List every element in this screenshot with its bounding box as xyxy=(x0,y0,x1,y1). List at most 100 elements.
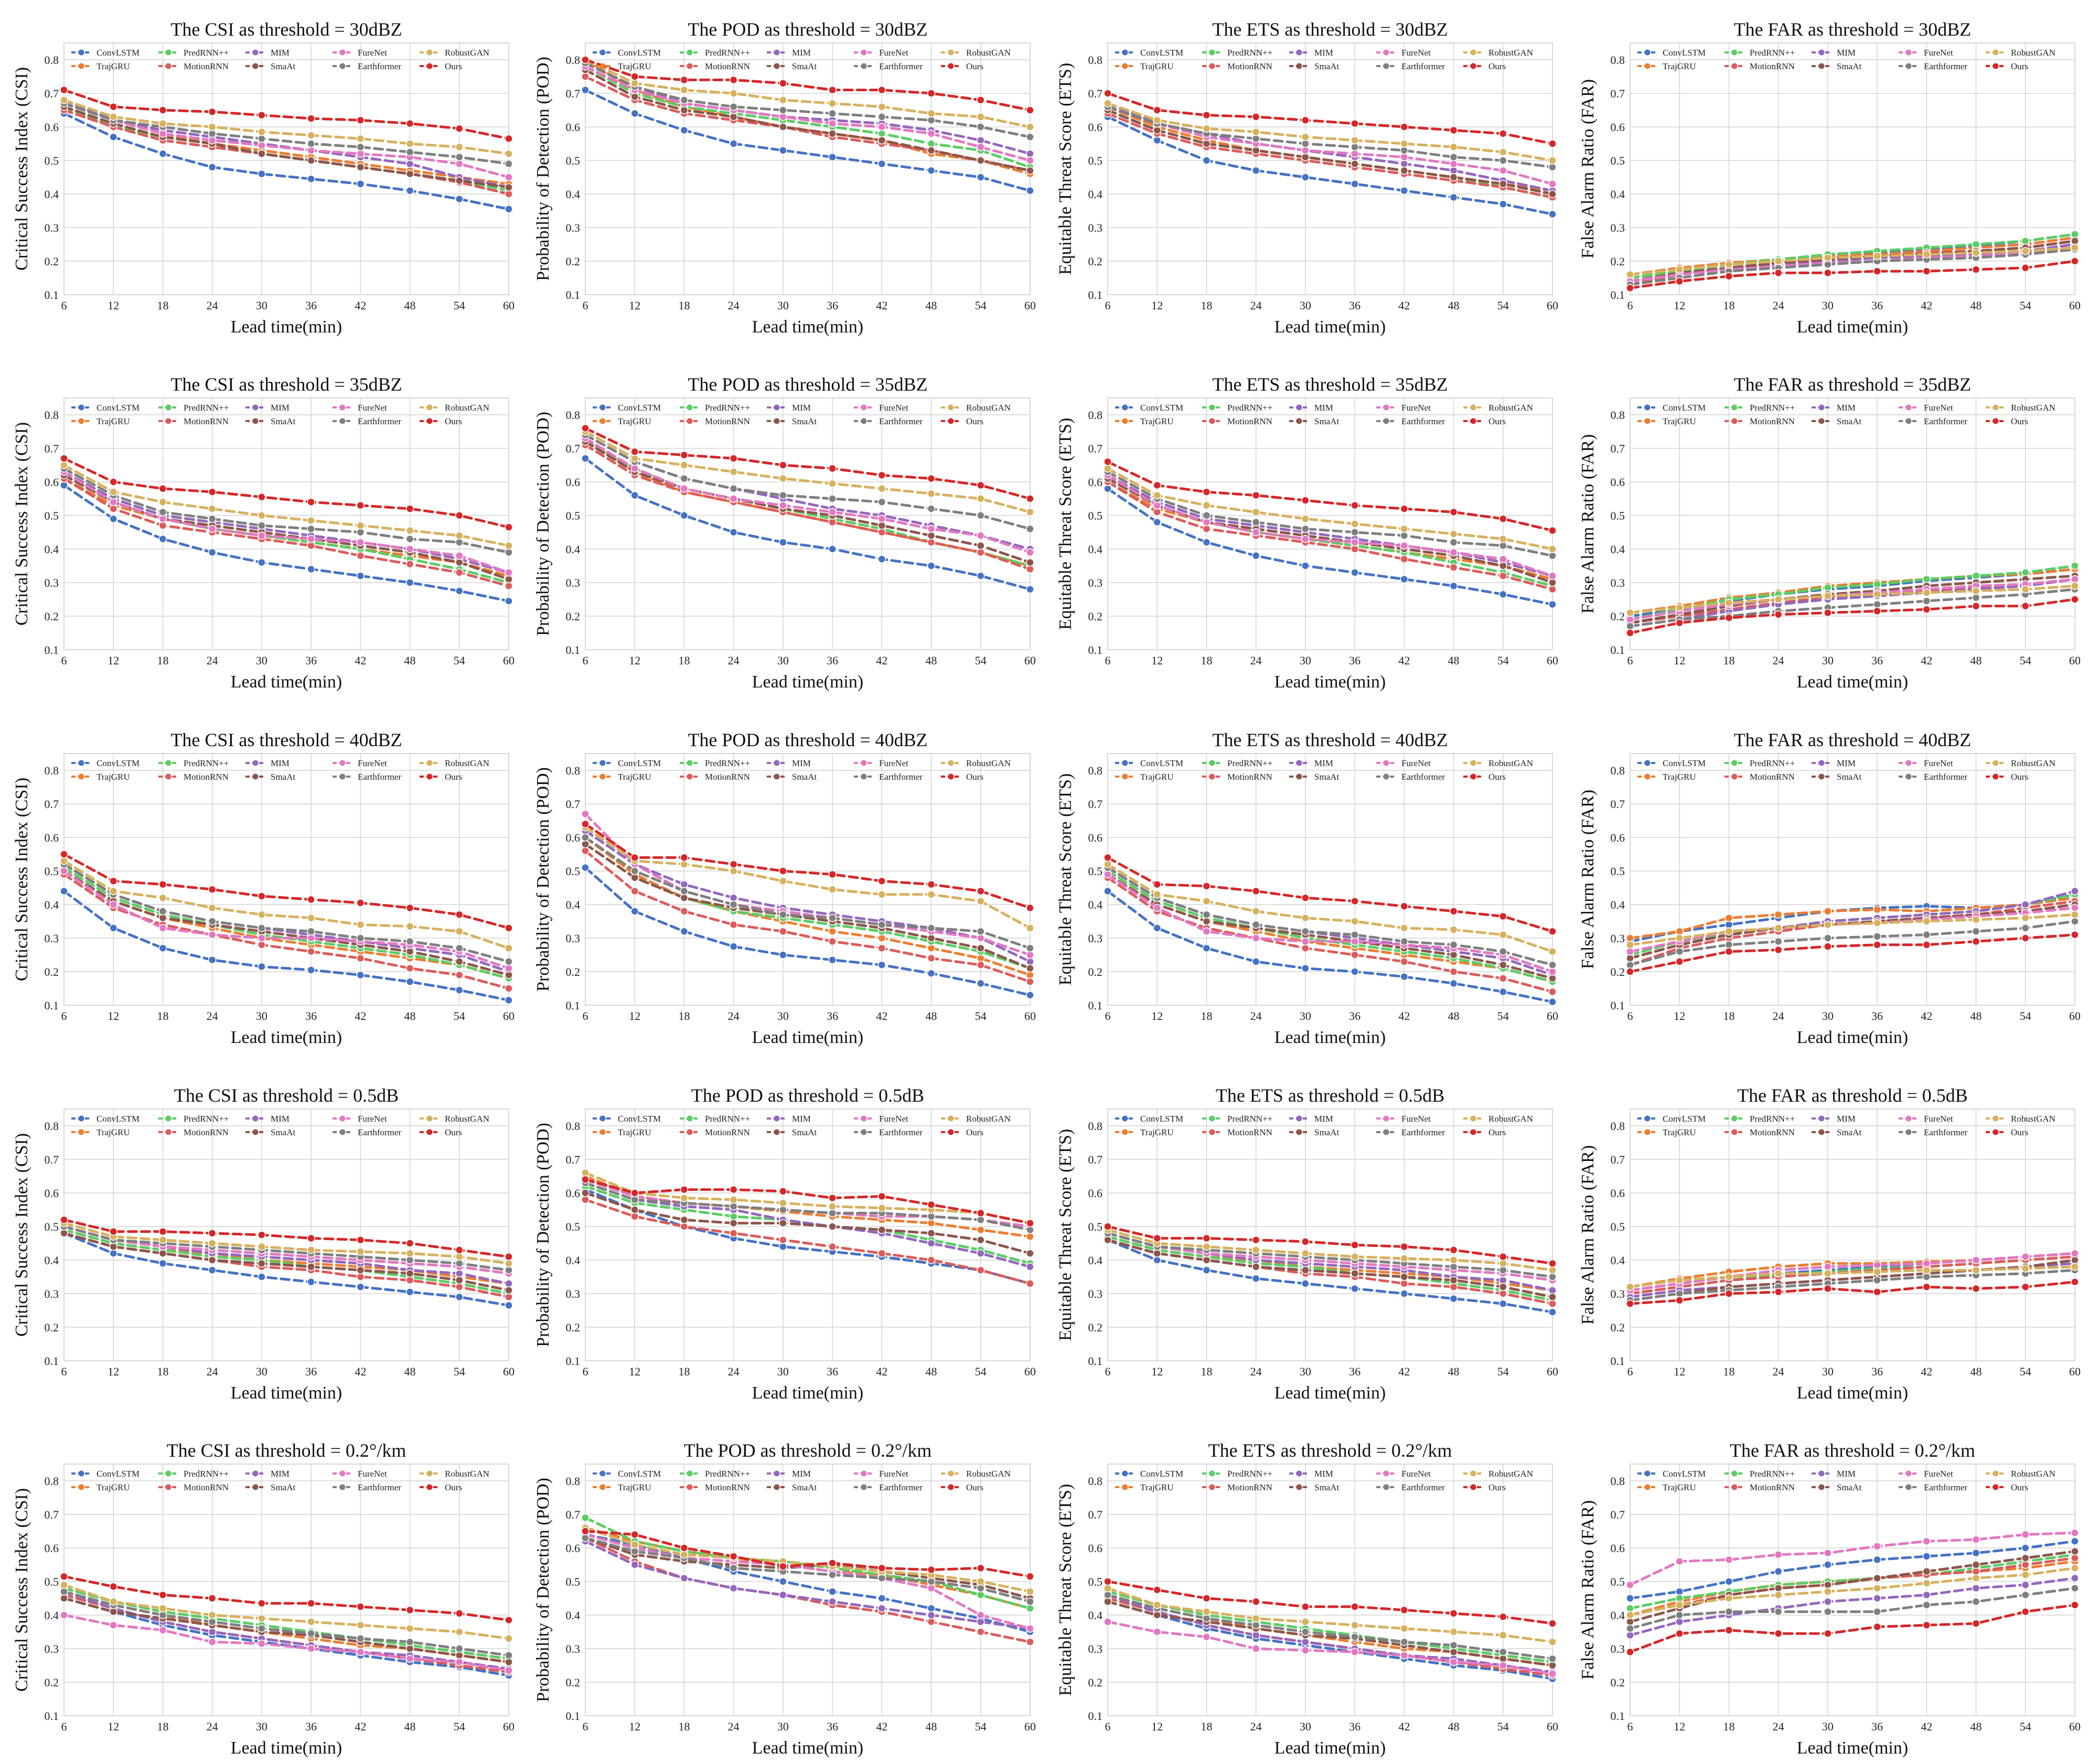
chart-title: The POD as threshold = 40dBZ xyxy=(688,729,927,750)
legend-marker xyxy=(426,760,433,766)
data-point xyxy=(1026,1279,1034,1288)
data-point xyxy=(1026,958,1034,966)
data-point xyxy=(828,1559,837,1567)
data-point xyxy=(1026,1249,1034,1257)
x-tick-label: 36 xyxy=(827,299,838,312)
data-point xyxy=(1026,106,1034,114)
x-tick-label: 60 xyxy=(1547,1009,1558,1023)
legend-marker xyxy=(948,1470,954,1477)
x-tick-label: 54 xyxy=(975,299,987,312)
legend-label: Ours xyxy=(966,416,983,426)
legend-label: FureNet xyxy=(1924,403,1953,413)
y-tick-label: 0.3 xyxy=(45,576,59,589)
plot-area xyxy=(1107,753,1553,1006)
legend-item: PredRNN++ xyxy=(1202,1469,1272,1479)
data-point xyxy=(1202,1607,1211,1616)
data-point xyxy=(60,454,68,462)
legend-marker xyxy=(599,404,606,411)
data-point xyxy=(1626,608,1634,617)
data-point xyxy=(455,1609,464,1618)
x-tick-label: 42 xyxy=(1921,1009,1932,1023)
legend-label: TrajGRU xyxy=(1140,416,1174,426)
legend: ConvLSTMTrajGRUPredRNN++MotionRNNMIMSmaA… xyxy=(71,403,489,426)
data-point xyxy=(109,1607,117,1616)
data-point xyxy=(505,173,513,181)
data-point xyxy=(1301,1628,1310,1636)
data-point xyxy=(1449,563,1458,572)
x-tick-label: 24 xyxy=(1250,299,1262,312)
data-point xyxy=(1202,882,1211,890)
legend-item: Ours xyxy=(420,1482,462,1492)
chart-17: 6 12 18 24 30 36 42 48 54 600.10.20.30.40.50.60.7… xyxy=(533,1440,1036,1758)
legend-item: FureNet xyxy=(1899,1469,1953,1479)
data-point xyxy=(1251,1597,1260,1606)
data-point xyxy=(630,79,639,88)
data-point xyxy=(779,867,787,875)
data-point xyxy=(307,524,315,533)
legend-item: ConvLSTM xyxy=(1115,758,1183,768)
y-tick-label: 0.1 xyxy=(45,1709,59,1723)
legend-label: ConvLSTM xyxy=(618,48,661,58)
data-point xyxy=(208,1611,217,1619)
data-point xyxy=(1548,180,1557,188)
x-axis-label: Lead time(min) xyxy=(752,1738,863,1758)
data-point xyxy=(356,116,365,124)
data-point xyxy=(258,941,266,949)
data-point xyxy=(1449,153,1458,162)
legend-marker xyxy=(1644,760,1651,766)
y-tick-label: 0.1 xyxy=(566,1709,581,1723)
chart-title: The POD as threshold = 0.5dB xyxy=(691,1085,924,1106)
legend-marker xyxy=(165,404,172,411)
x-tick-label: 48 xyxy=(1970,1720,1982,1733)
data-point xyxy=(1400,524,1409,533)
data-point xyxy=(1824,1580,1832,1589)
x-tick-label: 12 xyxy=(629,299,640,312)
y-tick-label: 0.1 xyxy=(566,643,581,657)
legend-item: FureNet xyxy=(1376,1469,1431,1479)
legend-label: SmaAt xyxy=(1837,1127,1862,1137)
data-point xyxy=(927,474,936,483)
x-tick-label: 48 xyxy=(1970,654,1982,667)
data-point xyxy=(779,1235,787,1244)
data-point xyxy=(1499,1654,1507,1663)
legend-item: FureNet xyxy=(1899,403,1953,413)
data-point xyxy=(977,979,985,988)
x-tick-label: 42 xyxy=(876,1365,887,1378)
chart-title: The FAR as threshold = 30dBZ xyxy=(1734,19,1972,40)
data-point xyxy=(877,877,886,885)
x-tick-label: 30 xyxy=(1300,654,1311,667)
legend-label: TrajGRU xyxy=(1140,1127,1174,1137)
data-point xyxy=(1301,964,1310,973)
data-point xyxy=(927,924,936,932)
data-point xyxy=(505,996,513,1005)
legend-marker xyxy=(1992,63,1999,69)
data-point xyxy=(1972,587,1980,595)
legend-marker xyxy=(1296,63,1302,69)
legend-label: RobustGAN xyxy=(1488,48,1533,58)
data-point xyxy=(455,195,464,203)
x-tick-label: 18 xyxy=(157,1720,168,1733)
data-point xyxy=(1873,600,1881,609)
legend-marker xyxy=(948,1115,954,1122)
data-point xyxy=(1922,1579,1931,1587)
data-point xyxy=(307,1263,315,1271)
x-axis-label: Lead time(min) xyxy=(231,672,342,692)
x-tick-label: 36 xyxy=(827,654,838,667)
legend-label: SmaAt xyxy=(792,416,817,426)
x-tick-label: 42 xyxy=(1921,1365,1932,1378)
data-point xyxy=(977,173,985,181)
data-point xyxy=(1351,937,1359,946)
data-point xyxy=(927,890,936,899)
data-point xyxy=(977,1225,985,1234)
data-point xyxy=(680,1551,689,1559)
data-point xyxy=(307,535,315,543)
data-point xyxy=(1449,1628,1458,1636)
y-tick-label: 0.4 xyxy=(45,1254,59,1267)
y-tick-label: 0.8 xyxy=(45,1120,59,1133)
legend-item: ConvLSTM xyxy=(593,403,661,413)
data-point xyxy=(1351,159,1359,168)
data-point xyxy=(2071,1277,2079,1286)
series-line-motionrnn xyxy=(1106,480,1554,591)
data-point xyxy=(1251,491,1260,500)
data-point xyxy=(505,582,513,590)
